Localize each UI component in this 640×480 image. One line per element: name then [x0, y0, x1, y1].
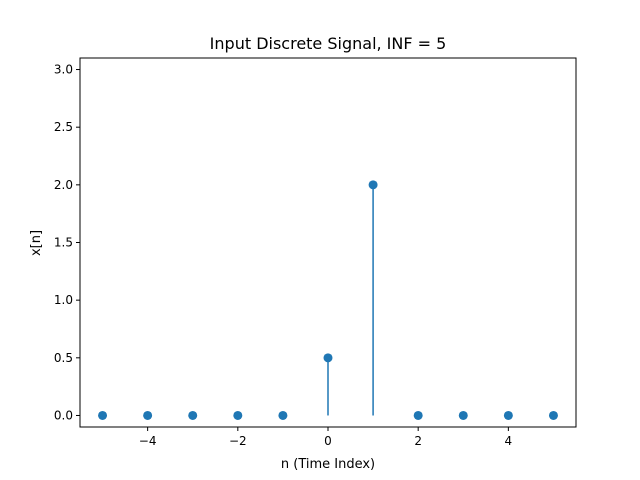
- x-tick-label: −4: [139, 434, 157, 448]
- x-tick-label: 2: [414, 434, 422, 448]
- x-tick-label: 4: [505, 434, 513, 448]
- stem-marker: [233, 410, 243, 420]
- chart-title: Input Discrete Signal, INF = 5: [210, 34, 447, 53]
- stem-marker: [278, 410, 288, 420]
- y-tick-label: 2.0: [54, 178, 73, 192]
- y-tick-label: 2.5: [54, 120, 73, 134]
- x-tick-label: −2: [229, 434, 247, 448]
- y-tick-label: 0.0: [54, 408, 73, 422]
- stem-marker: [548, 410, 558, 420]
- y-axis-label: x[n]: [29, 230, 44, 256]
- y-tick-label: 0.5: [54, 351, 73, 365]
- plot-frame: [79, 57, 577, 428]
- y-tick-label: 1.0: [54, 293, 73, 307]
- y-tick-label: 3.0: [54, 63, 73, 77]
- y-tick-label: 1.5: [54, 236, 73, 250]
- x-tick-label: 0: [324, 434, 332, 448]
- stem-marker: [98, 410, 108, 420]
- x-axis-label: n (Time Index): [281, 457, 375, 472]
- stem-marker: [503, 410, 513, 420]
- stem-marker: [458, 410, 468, 420]
- stem-marker: [143, 410, 153, 420]
- stem-marker: [368, 180, 378, 190]
- stem-marker: [323, 353, 333, 363]
- stem-marker: [188, 410, 198, 420]
- stem-marker: [413, 410, 423, 420]
- plot-marks: −4 −2 0 2 4 0.0 0.5 1.0 1.5 2.0 2.5 3.0: [54, 63, 558, 448]
